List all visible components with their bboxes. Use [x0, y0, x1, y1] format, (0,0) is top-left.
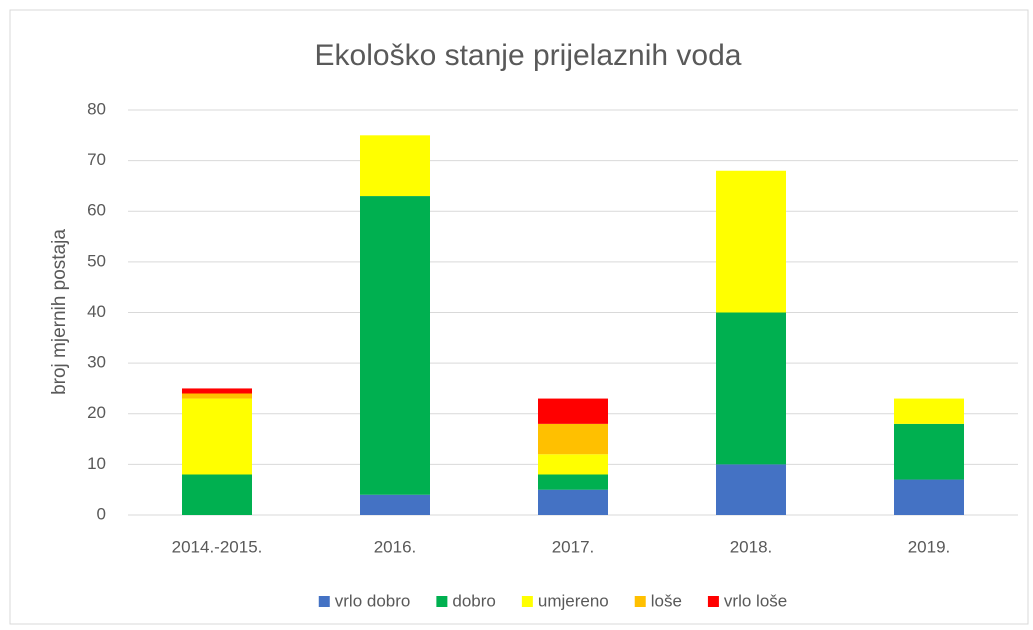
- chart-frame: [9, 9, 1029, 625]
- bar-segment: [716, 464, 786, 515]
- x-tick-label: 2016.: [374, 537, 417, 556]
- bar-segment: [894, 423, 964, 480]
- x-tick-label: 2014.-2015.: [172, 537, 263, 556]
- legend-swatch: [707, 596, 719, 607]
- legend-label: vrlo dobro: [335, 591, 411, 610]
- y-tick-label: 0: [97, 504, 106, 523]
- legend-swatch: [521, 596, 533, 607]
- bar-segment: [360, 135, 430, 197]
- y-tick-label: 80: [87, 99, 106, 118]
- bar-segment: [182, 398, 252, 475]
- bar-segment: [538, 423, 608, 455]
- bar-segment: [182, 393, 252, 399]
- bar-segment: [360, 196, 430, 495]
- y-tick-label: 20: [87, 403, 106, 422]
- y-axis-label: broj mjernih postaja: [49, 229, 70, 395]
- bar-segment: [182, 388, 252, 394]
- legend-label: loše: [651, 591, 682, 610]
- legend-label: umjereno: [538, 591, 609, 610]
- legend-label: dobro: [452, 591, 495, 610]
- chart-title: Ekološko stanje prijelaznih voda: [315, 39, 742, 72]
- y-tick-label: 30: [87, 353, 106, 372]
- legend-swatch: [634, 596, 646, 607]
- bar-segment: [538, 474, 608, 490]
- y-tick-label: 10: [87, 454, 106, 473]
- bar-segment: [360, 494, 430, 515]
- bar-segment: [894, 479, 964, 515]
- y-tick-label: 70: [87, 150, 106, 169]
- bar-segment: [538, 489, 608, 515]
- bar-segment: [182, 474, 252, 515]
- x-tick-label: 2018.: [730, 537, 773, 556]
- x-tick-label: 2019.: [908, 537, 951, 556]
- bar-segment: [894, 398, 964, 424]
- legend-label: vrlo loše: [724, 591, 787, 610]
- y-tick-label: 60: [87, 201, 106, 220]
- legend-swatch: [436, 596, 448, 607]
- bar-segment: [716, 170, 786, 313]
- bar-segment: [538, 398, 608, 424]
- legend-swatch: [318, 596, 330, 607]
- bar-segment: [716, 312, 786, 465]
- y-tick-label: 40: [87, 302, 106, 321]
- x-tick-label: 2017.: [552, 537, 595, 556]
- bar-segment: [538, 454, 608, 475]
- y-tick-label: 50: [87, 251, 106, 270]
